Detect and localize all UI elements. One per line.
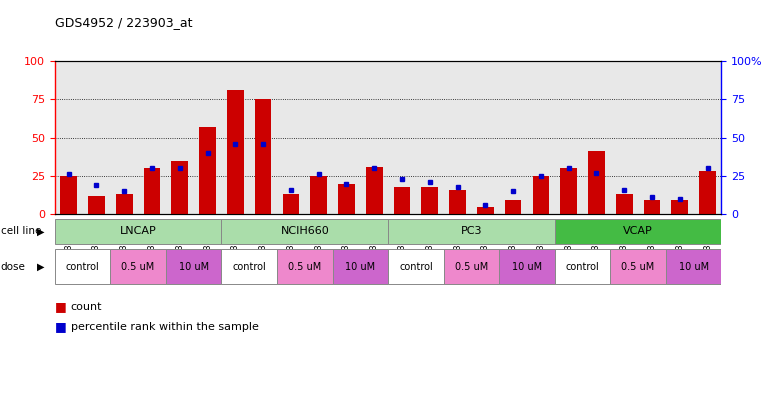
Bar — [393, 187, 410, 214]
Bar — [110, 250, 166, 284]
Text: 0.5 uM: 0.5 uM — [455, 262, 488, 272]
Bar — [55, 219, 221, 244]
Bar — [166, 250, 221, 284]
Bar — [221, 219, 388, 244]
Bar — [255, 99, 272, 214]
Text: VCAP: VCAP — [623, 226, 653, 237]
Bar — [499, 250, 555, 284]
Bar — [199, 127, 216, 214]
Bar — [88, 196, 105, 214]
Text: 0.5 uM: 0.5 uM — [122, 262, 154, 272]
Text: control: control — [565, 262, 600, 272]
Text: 0.5 uM: 0.5 uM — [288, 262, 321, 272]
Text: ▶: ▶ — [37, 262, 44, 272]
Text: PC3: PC3 — [460, 226, 482, 237]
Text: cell line: cell line — [1, 226, 41, 237]
Text: 10 uM: 10 uM — [512, 262, 542, 272]
Bar — [671, 200, 688, 214]
Bar — [366, 167, 383, 214]
Text: 10 uM: 10 uM — [345, 262, 375, 272]
Bar — [422, 187, 438, 214]
Text: LNCAP: LNCAP — [119, 226, 157, 237]
Bar — [505, 200, 521, 214]
Bar — [616, 194, 632, 214]
Bar — [60, 176, 77, 214]
Text: count: count — [71, 302, 102, 312]
Bar — [310, 176, 327, 214]
Bar — [282, 194, 299, 214]
Bar — [588, 151, 605, 214]
Bar — [555, 219, 721, 244]
Bar — [388, 219, 555, 244]
Bar — [144, 168, 161, 214]
Bar — [338, 184, 355, 214]
Text: percentile rank within the sample: percentile rank within the sample — [71, 321, 259, 332]
Text: control: control — [65, 262, 100, 272]
Text: control: control — [399, 262, 433, 272]
Bar — [444, 250, 499, 284]
Bar — [533, 176, 549, 214]
Bar — [477, 207, 494, 214]
Text: GDS4952 / 223903_at: GDS4952 / 223903_at — [55, 16, 193, 29]
Bar — [388, 250, 444, 284]
Bar — [449, 190, 466, 214]
Text: 10 uM: 10 uM — [679, 262, 708, 272]
Bar — [699, 171, 716, 214]
Bar — [221, 250, 277, 284]
Text: 10 uM: 10 uM — [179, 262, 209, 272]
Text: 0.5 uM: 0.5 uM — [622, 262, 654, 272]
Bar — [227, 90, 244, 214]
Bar — [644, 200, 661, 214]
Bar — [610, 250, 666, 284]
Text: NCIH660: NCIH660 — [280, 226, 330, 237]
Text: ■: ■ — [55, 320, 66, 333]
Text: control: control — [232, 262, 266, 272]
Text: dose: dose — [1, 262, 26, 272]
Bar — [171, 160, 188, 214]
Bar — [116, 194, 132, 214]
Bar — [560, 168, 577, 214]
Text: ■: ■ — [55, 300, 66, 314]
Bar — [666, 250, 721, 284]
Bar — [555, 250, 610, 284]
Bar — [277, 250, 333, 284]
Bar — [333, 250, 388, 284]
Text: ▶: ▶ — [37, 226, 44, 237]
Bar — [55, 250, 110, 284]
